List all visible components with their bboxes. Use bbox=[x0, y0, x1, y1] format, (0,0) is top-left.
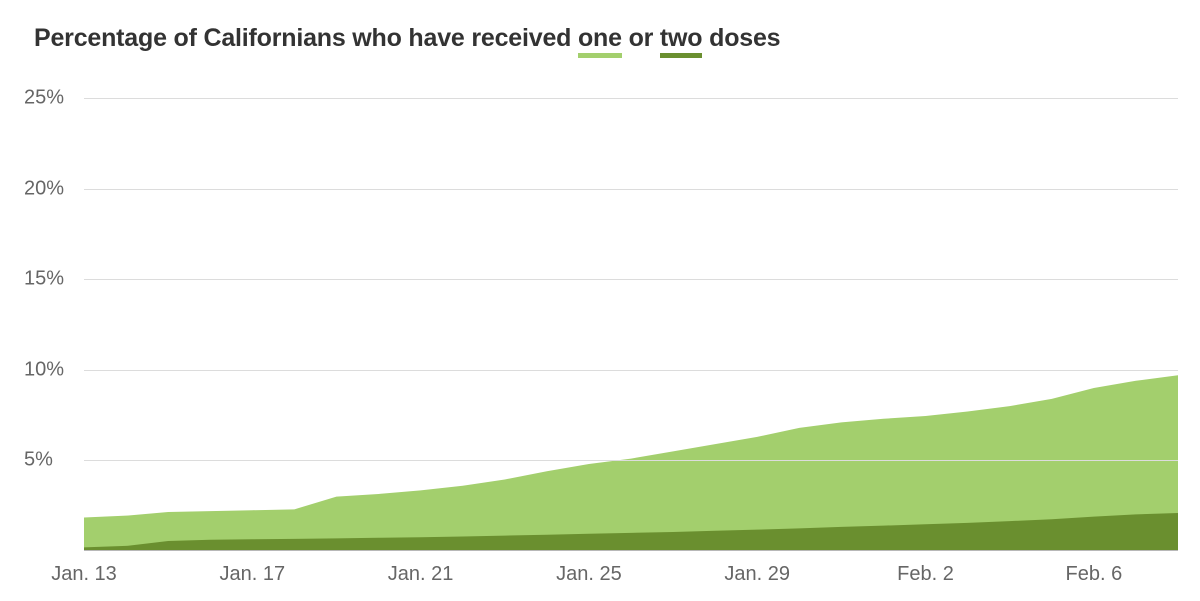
gridline bbox=[84, 460, 1178, 461]
y-axis-tick-label: 15% bbox=[24, 268, 64, 291]
chart-wrap: 5%10%15%20%25% Jan. 13Jan. 17Jan. 21Jan.… bbox=[34, 71, 1178, 587]
plot-area bbox=[84, 71, 1178, 551]
gridline bbox=[84, 98, 1178, 99]
x-axis-tick-label: Jan. 29 bbox=[724, 563, 790, 586]
x-axis-tick-label: Feb. 6 bbox=[1065, 563, 1122, 586]
title-mid: or bbox=[622, 24, 660, 52]
gridline bbox=[84, 279, 1178, 280]
y-axis-tick-label: 20% bbox=[24, 177, 64, 200]
chart-container: Percentage of Californians who have rece… bbox=[0, 0, 1200, 601]
chart-title: Percentage of Californians who have rece… bbox=[34, 24, 1178, 53]
title-suffix: doses bbox=[702, 24, 780, 52]
x-axis-tick-label: Jan. 25 bbox=[556, 563, 622, 586]
x-axis-tick-label: Jan. 13 bbox=[51, 563, 117, 586]
y-axis-tick-label: 10% bbox=[24, 358, 64, 381]
gridline bbox=[84, 370, 1178, 371]
x-axis-tick-label: Jan. 21 bbox=[388, 563, 454, 586]
title-word-two: two bbox=[660, 24, 702, 53]
gridline bbox=[84, 189, 1178, 190]
title-word-one: one bbox=[578, 24, 622, 53]
title-prefix: Percentage of Californians who have rece… bbox=[34, 24, 578, 52]
x-axis-tick-label: Jan. 17 bbox=[219, 563, 285, 586]
x-axis-baseline bbox=[84, 550, 1178, 551]
x-axis-labels: Jan. 13Jan. 17Jan. 21Jan. 25Jan. 29Feb. … bbox=[84, 557, 1178, 587]
area-svg bbox=[84, 71, 1178, 551]
y-axis-tick-label: 25% bbox=[24, 87, 64, 110]
y-axis-tick-label: 5% bbox=[24, 449, 53, 472]
x-axis-tick-label: Feb. 2 bbox=[897, 563, 954, 586]
